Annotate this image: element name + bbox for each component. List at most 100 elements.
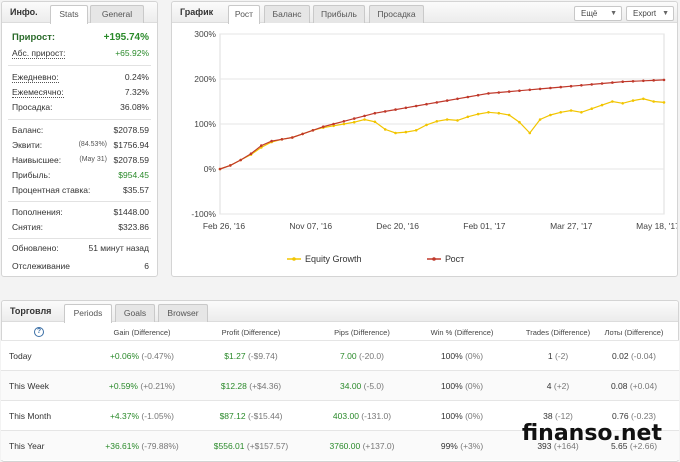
trades-difference: (-2) bbox=[554, 351, 569, 361]
col-lots: Лоты (Difference) bbox=[604, 328, 664, 337]
gain-value: +4.37% bbox=[109, 411, 140, 421]
x-tick-label: Feb 01, '17 bbox=[463, 221, 506, 231]
profit-value: $556.01 bbox=[213, 441, 245, 451]
tab-general[interactable]: General bbox=[90, 5, 144, 23]
x-tick-label: Nov 07, '16 bbox=[289, 221, 332, 231]
series-point bbox=[642, 79, 645, 83]
series-point bbox=[518, 120, 521, 124]
x-tick-label: Mar 27, '17 bbox=[550, 221, 593, 231]
y-tick-label: 100% bbox=[194, 119, 216, 129]
stat-equity: Эквити: (84.53%) $1756.94 bbox=[12, 140, 149, 150]
series-point bbox=[218, 167, 222, 171]
trading-header: Торговля Periods Goals Browser bbox=[2, 301, 678, 323]
series-point bbox=[600, 82, 604, 85]
col-win: Win % (Difference) bbox=[430, 328, 494, 337]
stat-monthly: Ежемесячно: 7.32% bbox=[12, 87, 149, 98]
chart-panel: График Рост Баланс Прибыль Просадка Ещё ▼… bbox=[171, 1, 678, 277]
cell-trades: 1 (-2) bbox=[508, 351, 608, 361]
tab-goals[interactable]: Goals bbox=[115, 304, 155, 322]
win-value: 100% bbox=[440, 381, 463, 391]
series-point bbox=[569, 84, 573, 88]
series-point bbox=[445, 99, 449, 102]
row-label: Today bbox=[9, 351, 32, 361]
tab-profit[interactable]: Прибыль bbox=[313, 5, 365, 23]
y-tick-label: -100% bbox=[191, 209, 216, 219]
series-point bbox=[611, 81, 614, 84]
series-point bbox=[456, 97, 459, 101]
series-point bbox=[456, 119, 459, 122]
series-point bbox=[373, 120, 377, 124]
cell-profit: $556.01 (+$157.57) bbox=[196, 441, 306, 451]
gain-difference: (-1.05%) bbox=[141, 411, 175, 421]
divider bbox=[8, 65, 151, 66]
help-icon[interactable]: ? bbox=[34, 327, 44, 337]
series-point bbox=[342, 122, 346, 126]
tab-drawdown[interactable]: Просадка bbox=[369, 5, 424, 23]
growth-chart[interactable]: 300% 200% 100% 0% -100% Feb 26, '16 Nov 07, '1… bbox=[172, 24, 677, 277]
series-point bbox=[270, 139, 273, 143]
gain-difference: (-0.47%) bbox=[141, 351, 175, 361]
series-point bbox=[466, 95, 470, 99]
y-tick-label: 300% bbox=[194, 29, 216, 39]
series-point bbox=[466, 115, 470, 119]
series-point bbox=[290, 136, 294, 139]
series-point bbox=[414, 129, 418, 132]
row-label: This Year bbox=[9, 441, 45, 451]
series-point bbox=[642, 97, 645, 101]
gain-value: +0.59% bbox=[108, 381, 138, 391]
divider bbox=[8, 119, 151, 120]
tab-browser[interactable]: Browser bbox=[158, 304, 208, 322]
y-tick-label: 200% bbox=[194, 74, 216, 84]
cell-lots: 0.02 (-0.04) bbox=[590, 351, 678, 361]
series-point bbox=[321, 125, 325, 128]
series-point bbox=[621, 102, 624, 105]
series-point bbox=[487, 111, 490, 114]
series-point bbox=[662, 101, 666, 104]
tab-growth[interactable]: Рост bbox=[228, 5, 260, 24]
pips-value: 403.00 bbox=[332, 411, 359, 421]
series-point bbox=[621, 80, 624, 83]
tab-periods[interactable]: Periods bbox=[64, 304, 112, 323]
series-point bbox=[404, 130, 408, 134]
series-point bbox=[518, 89, 521, 92]
chart-header: График Рост Баланс Прибыль Просадка Ещё ▼… bbox=[172, 2, 677, 24]
chart-title: График bbox=[180, 7, 214, 17]
series-point bbox=[538, 87, 542, 91]
cell-pips: 7.00 (-20.0) bbox=[312, 351, 412, 361]
lots-value: 0.08 bbox=[610, 381, 628, 391]
stat-drawdown: Просадка: 36.08% bbox=[12, 102, 149, 112]
pips-difference: (-20.0) bbox=[358, 351, 384, 361]
win-difference: (+3%) bbox=[460, 441, 484, 451]
profit-value: $12.28 bbox=[220, 381, 247, 391]
series-point bbox=[662, 78, 666, 82]
trades-difference: (+2) bbox=[553, 381, 570, 391]
stat-balance: Баланс: $2078.59 bbox=[12, 125, 149, 135]
win-value: 100% bbox=[440, 411, 463, 421]
tab-stats[interactable]: Stats bbox=[50, 5, 88, 24]
gain-difference: (+0.21%) bbox=[140, 381, 176, 391]
info-title: Инфо. bbox=[10, 7, 38, 17]
cell-profit: $1.27 (-$9.74) bbox=[196, 351, 306, 361]
series-point bbox=[507, 113, 511, 117]
stat-deposits: Пополнения: $1448.00 bbox=[12, 207, 149, 217]
stat-daily: Ежедневно: 0.24% bbox=[12, 72, 149, 83]
series-point bbox=[549, 113, 552, 117]
series-point bbox=[528, 131, 532, 135]
cell-profit: $87.12 (-$15.44) bbox=[196, 411, 306, 421]
tab-balance[interactable]: Баланс bbox=[264, 5, 310, 23]
export-button[interactable]: Export ▼ bbox=[626, 6, 674, 21]
win-value: 100% bbox=[440, 351, 463, 361]
pips-value: 7.00 bbox=[340, 351, 357, 361]
series-point bbox=[435, 101, 439, 104]
trades-difference: (-12) bbox=[554, 411, 573, 421]
stat-highest: Наивысшее: (May 31) $2078.59 bbox=[12, 155, 149, 165]
series-point bbox=[394, 131, 397, 135]
series-point bbox=[229, 164, 232, 167]
cell-pips: 403.00 (-131.0) bbox=[312, 411, 412, 421]
cell-win: 100% (0%) bbox=[412, 351, 512, 361]
stat-profit: Прибыль: $954.45 bbox=[12, 170, 149, 180]
gain-value: +0.06% bbox=[109, 351, 140, 361]
profit-value: $87.12 bbox=[219, 411, 246, 421]
cell-trades: 393 (+164) bbox=[508, 441, 608, 451]
more-button[interactable]: Ещё ▼ bbox=[574, 6, 622, 21]
